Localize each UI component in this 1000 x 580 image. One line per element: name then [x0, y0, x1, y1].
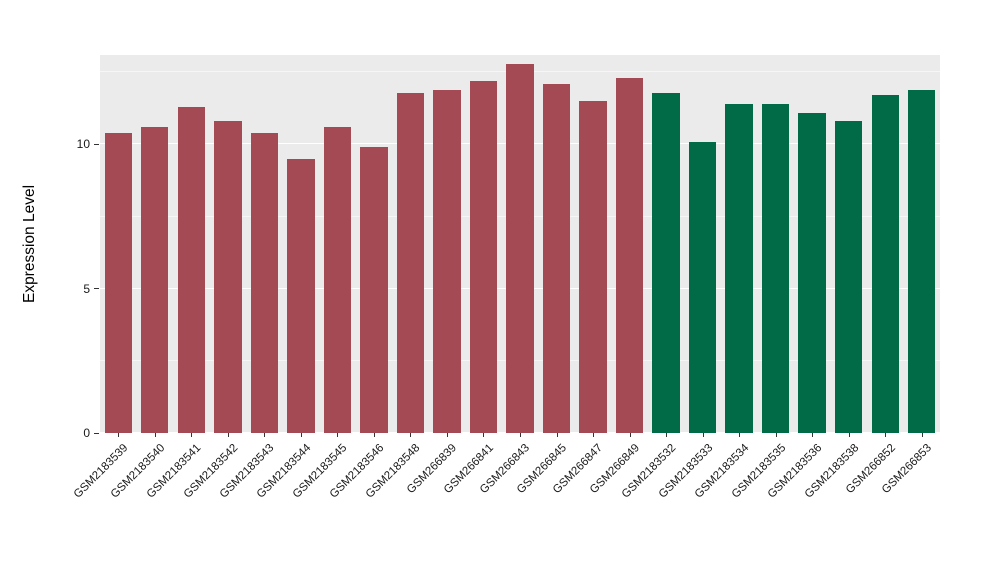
x-tick-mark [593, 433, 595, 437]
x-tick-mark [483, 433, 485, 437]
x-tick-mark [227, 433, 229, 437]
x-tick-mark [702, 433, 704, 437]
y-tick-label: 10 [76, 137, 90, 152]
x-tick-mark [520, 433, 521, 437]
bar-GSM266839 [433, 89, 461, 433]
x-tick-mark [264, 433, 266, 437]
bar-GSM266841 [469, 80, 498, 433]
bar-GSM266853 [908, 89, 936, 433]
bar-GSM2183544 [287, 158, 315, 433]
x-tick-mark [373, 433, 375, 437]
bar-GSM2183539 [104, 132, 132, 433]
bar-GSM266847 [579, 101, 607, 433]
bar-GSM266849 [615, 78, 644, 433]
bar-GSM2183540 [141, 127, 169, 433]
x-tick-mark [775, 433, 777, 437]
x-tick-mark [410, 433, 412, 437]
bar-GSM2183532 [652, 92, 680, 433]
x-tick-mark [885, 433, 887, 437]
bar-GSM2183542 [214, 121, 242, 433]
x-tick-mark [300, 433, 302, 437]
bar-GSM2183535 [761, 104, 790, 433]
x-tick-mark [848, 433, 850, 437]
x-tick-mark [191, 433, 193, 437]
x-tick-mark [629, 433, 631, 437]
x-tick-mark [812, 433, 814, 437]
bar-GSM2183533 [688, 141, 717, 433]
bar-GSM2183534 [725, 104, 753, 433]
bar-GSM2183546 [360, 147, 388, 433]
bar-GSM2183545 [323, 127, 352, 433]
x-tick-mark [739, 433, 741, 437]
bar-GSM266852 [871, 95, 899, 433]
x-tick-mark [666, 433, 668, 437]
bar-GSM266843 [506, 63, 534, 433]
y-tick-mark [94, 288, 99, 290]
plot-panel [100, 55, 940, 433]
x-tick-mark [921, 433, 923, 437]
x-tick-mark [556, 433, 558, 437]
x-tick-mark [337, 433, 339, 437]
y-tick-mark [94, 143, 99, 145]
bar-GSM2183541 [177, 106, 205, 433]
y-tick-label: 5 [83, 281, 90, 296]
bar-GSM2183536 [798, 112, 826, 433]
y-tick-label: 0 [83, 426, 90, 440]
y-tick-mark [94, 432, 99, 434]
x-tick-mark [154, 433, 156, 437]
bar-GSM2183548 [396, 92, 425, 433]
x-tick-mark [446, 433, 448, 437]
bar-GSM2183538 [835, 121, 863, 433]
bar-GSM266845 [542, 83, 571, 433]
x-tick-mark [118, 433, 120, 437]
bar-GSM2183543 [250, 132, 279, 433]
